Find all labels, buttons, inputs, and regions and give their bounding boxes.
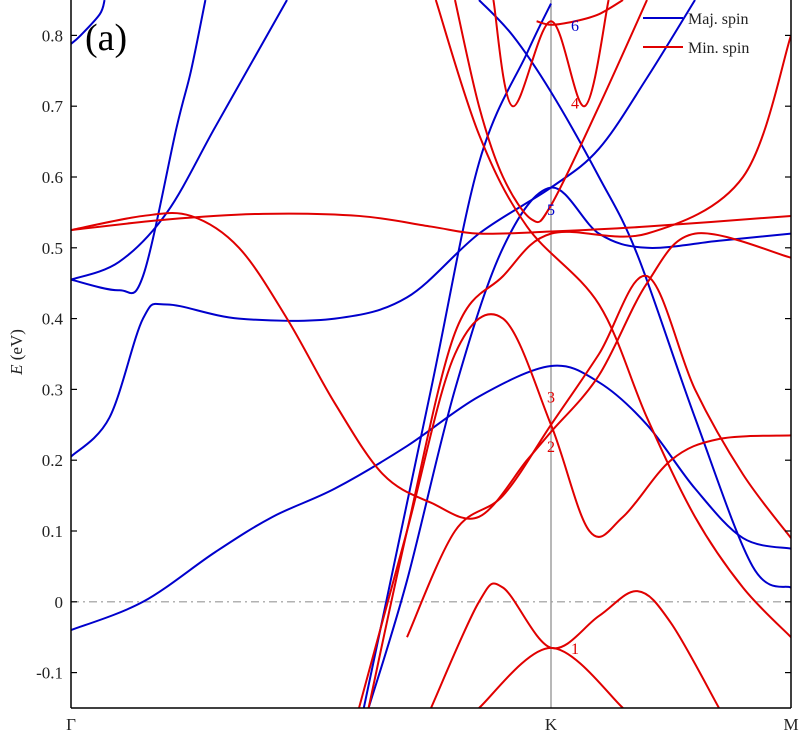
- panel-label: (a): [85, 17, 127, 59]
- y-tick-label: 0.2: [42, 451, 63, 470]
- y-tick-label: 0.5: [42, 239, 63, 258]
- y-tick-label: 0.1: [42, 522, 63, 541]
- band-index-label: 4: [571, 96, 579, 113]
- legend: Maj. spin Min. spin: [643, 11, 749, 57]
- y-axis-label: E (eV): [7, 329, 26, 376]
- min-spin-band-12: [536, 0, 624, 26]
- band-index-label: 2: [547, 439, 555, 456]
- min-spin-band-9: [71, 211, 791, 520]
- y-tick-label: 0.6: [42, 168, 63, 187]
- maj-spin-band-4: [71, 364, 791, 632]
- y-tick-label: 0.3: [42, 380, 63, 399]
- maj-spin-band-7: [478, 0, 791, 589]
- band-labels: 6 4 5 3 2 1: [547, 18, 579, 658]
- min-spin-band-10: [454, 0, 648, 224]
- min-spin-band-16: [406, 275, 791, 638]
- y-tick-label: 0.8: [42, 26, 63, 45]
- min-spin-band-17: [430, 582, 720, 708]
- maj-spin-band-2: [71, 0, 288, 281]
- y-tick-labels: -0.1 0 0.1 0.2 0.3 0.4 0.5 0.6 0.7 0.8: [36, 26, 63, 682]
- y-tick-label: 0.7: [42, 97, 64, 116]
- maj-spin-band-5: [362, 3, 552, 708]
- min-spin-band-11: [492, 0, 610, 108]
- y-tick-label: -0.1: [36, 664, 63, 683]
- maj-spin-band-3: [71, 0, 696, 458]
- min-spin-band-13: [434, 0, 791, 638]
- band-index-label: 6: [571, 18, 579, 35]
- reference-lines: [71, 0, 791, 708]
- band-index-label: 5: [547, 202, 555, 219]
- legend-label-maj: Maj. spin: [688, 11, 748, 28]
- band-index-label: 3: [547, 389, 555, 406]
- maj-spin-band-1: [71, 0, 106, 45]
- band-curves: [71, 0, 791, 708]
- band-index-label: 1: [571, 641, 579, 658]
- maj-spin-band-0: [71, 0, 207, 295]
- x-tick-label: Γ: [66, 715, 76, 734]
- min-spin-band-18: [478, 646, 624, 708]
- legend-label-min: Min. spin: [688, 40, 749, 57]
- x-tick-label: M: [783, 715, 798, 734]
- y-tick-label: 0.4: [42, 310, 64, 329]
- axes: [70, 0, 792, 709]
- x-tick-label: K: [545, 715, 558, 734]
- min-spin-band-8: [71, 212, 791, 235]
- y-tick-label: 0: [55, 593, 64, 612]
